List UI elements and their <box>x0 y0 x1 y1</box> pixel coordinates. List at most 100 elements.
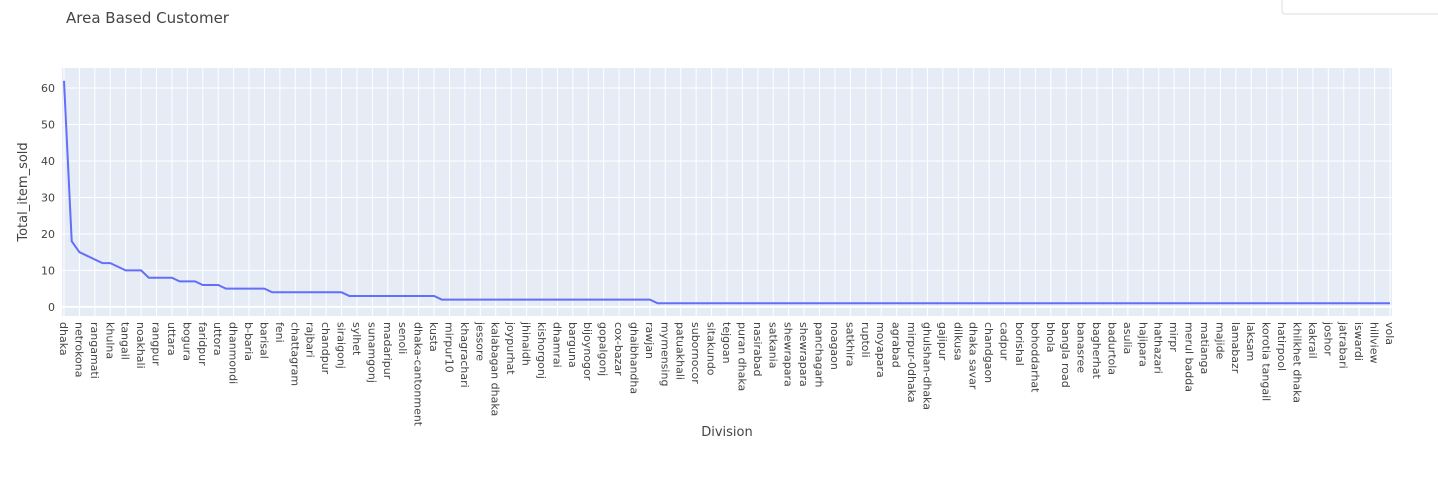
x-tick-label: chandpur <box>319 322 332 375</box>
x-tick-label: sitakundo <box>705 322 718 376</box>
x-tick-label: badurtola <box>1105 322 1118 375</box>
x-tick-label: mirpur-0dhaka <box>905 322 918 403</box>
x-tick-label: patuakhali <box>674 322 687 380</box>
x-tick-label: iswardi <box>1352 322 1365 361</box>
x-tick-label: agrabad <box>890 322 903 368</box>
x-tick-label: mirpr <box>1167 322 1180 352</box>
x-tick-label: satkania <box>766 322 779 368</box>
x-tick-label: korotia tangail <box>1260 322 1273 401</box>
x-tick-label: cadpur <box>998 322 1011 361</box>
x-tick-label: puran dhaka <box>735 322 748 391</box>
x-tick-label: borishal <box>1013 322 1026 366</box>
x-tick-label: satkhira <box>843 322 856 366</box>
x-tick-label: mirpur10 <box>442 322 455 373</box>
x-tick-label: shewrapara <box>797 322 810 387</box>
x-tick-label: bijoynogor <box>581 322 594 381</box>
x-tick-label: dhaka <box>57 322 70 356</box>
x-tick-label: dilkusa <box>951 322 964 361</box>
x-tick-label: noakhali <box>134 322 147 369</box>
x-tick-label: khulna <box>103 322 116 359</box>
x-tick-label: jessore <box>473 321 486 361</box>
x-tick-label: shewrapara <box>782 322 795 387</box>
x-tick-label: kusta <box>427 322 440 352</box>
x-tick-label: rajbari <box>304 322 317 358</box>
x-tick-label: dhamrai <box>550 322 563 368</box>
x-tick-label: hajipara <box>1136 322 1149 367</box>
x-tick-label: feni <box>273 322 286 343</box>
x-tick-label: banasree <box>1075 322 1088 373</box>
x-tick-label: uttora <box>211 322 224 356</box>
x-tick-label: nasirabad <box>751 322 764 376</box>
x-tick-label: cox-bazar <box>612 322 625 376</box>
x-tick-label: ghaibhandha <box>627 322 640 394</box>
x-tick-label: tangail <box>119 322 132 360</box>
x-tick-label: kishorgonj <box>535 322 548 379</box>
x-tick-label: uttara <box>165 322 178 356</box>
x-tick-label: bhola <box>1044 322 1057 352</box>
x-tick-label: rangamati <box>88 322 101 379</box>
y-axis-title: Total_item_sold <box>16 142 31 242</box>
x-tick-label: ghulshan-dhaka <box>920 322 933 410</box>
x-tick-label: lamabazr <box>1229 322 1242 374</box>
x-tick-label: noagaon <box>828 322 841 370</box>
x-tick-label: sunamgonj <box>365 322 378 383</box>
x-tick-label: subornocor <box>689 322 702 384</box>
y-tick-label: 0 <box>48 301 55 314</box>
x-tick-label: netrokona <box>72 322 85 377</box>
x-tick-label: madaripur <box>381 322 394 380</box>
x-tick-label: bogura <box>180 322 193 361</box>
x-tick-label: hatirpool <box>1275 322 1288 371</box>
x-tick-label: rawjan <box>643 322 656 359</box>
modebar[interactable] <box>1281 0 1438 15</box>
x-tick-label: gajipur <box>936 322 949 361</box>
x-tick-label: bagherhat <box>1090 322 1103 379</box>
x-tick-label: khilkhet dhaka <box>1290 322 1303 403</box>
x-tick-label: khagrachari <box>458 322 471 388</box>
chart-title: Area Based Customer <box>66 9 230 27</box>
y-tick-label: 30 <box>41 191 55 204</box>
x-tick-label: tejgoan <box>720 322 733 364</box>
x-tick-label: joshor <box>1321 321 1334 356</box>
y-tick-label: 20 <box>41 228 55 241</box>
x-tick-label: sylhet <box>350 322 363 356</box>
x-tick-label: dhaka savar <box>967 322 980 390</box>
y-tick-label: 40 <box>41 155 55 168</box>
x-tick-label: faridpur <box>196 322 209 366</box>
x-tick-label: senoli <box>396 322 409 354</box>
x-tick-label: siraigonj <box>335 322 348 369</box>
line <box>63 80 1390 305</box>
x-tick-label: rangpur <box>150 322 163 366</box>
y-tick-label: 60 <box>41 82 55 95</box>
x-tick-label: laksam <box>1244 322 1257 361</box>
x-tick-label: bohoddarhat <box>1028 322 1041 393</box>
x-tick-label: kalabagan dhaka <box>489 322 502 416</box>
x-tick-label: ruptoli <box>859 322 872 358</box>
x-tick-label: gopalgonj <box>597 322 610 376</box>
x-tick-label: barguna <box>566 322 579 368</box>
x-tick-label: merul badda <box>1183 322 1196 392</box>
x-tick-label: bangla road <box>1059 322 1072 388</box>
x-tick-label: dhanmondi <box>227 322 240 384</box>
y-tick-label: 10 <box>41 264 55 277</box>
x-tick-label: jatrabari <box>1337 321 1350 369</box>
x-tick-label: kakrail <box>1306 322 1319 359</box>
x-tick-label: b-baria <box>242 322 255 361</box>
x-tick-label: hillview <box>1368 322 1381 363</box>
x-tick-label: chattagram <box>288 322 301 386</box>
x-tick-label: mymensing <box>658 322 671 386</box>
x-tick-label: joypurhat <box>504 321 517 375</box>
x-tick-label: jhinaidh <box>520 321 533 366</box>
x-tick-label: majide <box>1213 322 1226 360</box>
x-tick-label: panchagarh <box>813 322 826 388</box>
x-tick-label: asulia <box>1121 322 1134 354</box>
x-axis-title: Division <box>701 425 753 440</box>
x-tick-label: vola <box>1383 322 1396 345</box>
x-tick-label: hathazari <box>1152 322 1165 374</box>
x-tick-label: matianga <box>1198 322 1211 374</box>
modebar-bg <box>1281 0 1438 15</box>
x-tick-label: moyapara <box>874 322 887 378</box>
x-tick-label: dhaka-cantonment <box>412 322 425 427</box>
y-tick-label: 50 <box>41 119 55 132</box>
x-tick-label: chandgaon <box>982 322 995 383</box>
